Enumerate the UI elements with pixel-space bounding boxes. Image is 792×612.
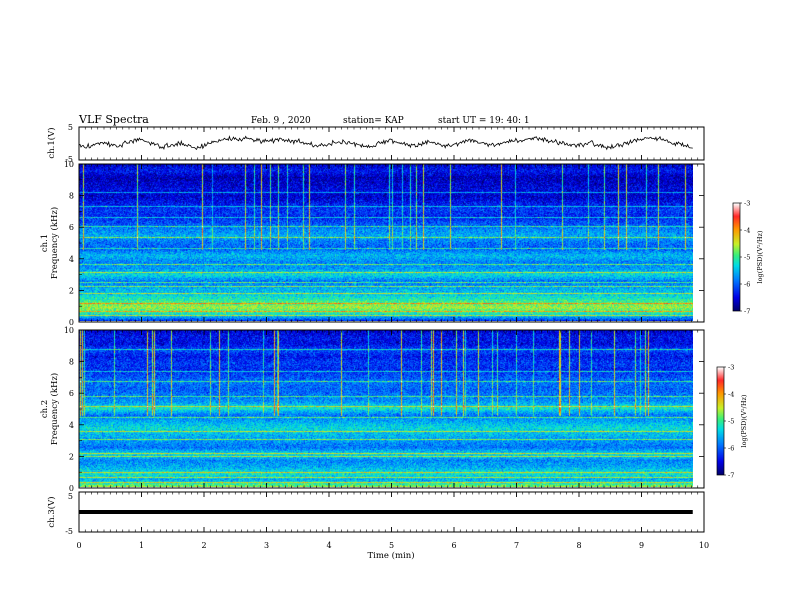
ch1-voltage-trace: [78, 135, 693, 151]
ch1-colorbar-ticks: -3 -4 -5 -6 -7: [740, 200, 750, 316]
ch1-colorbar-ticklabel: -5: [744, 254, 750, 262]
time-tick-label: 2: [201, 541, 206, 550]
time-tick-label: 5: [389, 541, 394, 550]
ch1-spectrogram-yticks: 0 2 4 6 8 10: [64, 160, 704, 327]
ch2-colorbar-label: log(PSD)(V²/Hz): [740, 394, 748, 447]
ch1-spectrogram-image: [79, 164, 693, 321]
ch2-colorbar-image: [717, 367, 724, 475]
ch1-frequency-ylabel: Frequency (kHz): [49, 207, 60, 279]
ch1-colorbar-ticklabel: -3: [744, 200, 750, 208]
time-axis-ticklabels: 0 1 2 3 4 5 6 7 8 9 10: [76, 541, 709, 550]
ch2-ytick-label: 10: [64, 326, 74, 335]
ch2-ytick-label: 8: [69, 358, 74, 367]
time-tick-label: 0: [76, 541, 81, 550]
ch1-channel-label: ch.1: [40, 234, 50, 252]
ch1-voltage-ylabel: ch.1(V): [46, 127, 57, 158]
ch2-colorbar-ticklabel: -5: [728, 418, 734, 426]
ch3-ytick-bottom: -5: [65, 527, 73, 536]
ch1-colorbar-image: [733, 203, 740, 311]
ch2-channel-label: ch.2: [40, 400, 50, 418]
ch1-ytick-label: 2: [69, 286, 74, 295]
ch1-colorbar-ticklabel: -7: [744, 308, 750, 316]
ch2-spectrogram-panel: 0 2 4 6 8 10 ch.2 Frequency (kHz): [40, 326, 705, 493]
ch1-colorbar-label: log(PSD)(V²/Hz): [756, 230, 764, 283]
ch3-ytick-top: 5: [68, 492, 73, 501]
ch2-colorbar: -3 -4 -5 -6 -7 log(PSD)(V²/Hz): [716, 364, 748, 480]
ch1-spectrogram-panel: 0 2 4 6 8 10 ch.1 Frequency (kHz): [40, 160, 705, 327]
station-label: station= KAP: [343, 116, 404, 126]
ch2-colorbar-ticklabel: -6: [728, 445, 734, 453]
ch3-voltage-ylabel: ch.3(V): [46, 496, 57, 527]
ch2-ytick-label: 2: [69, 452, 74, 461]
ch2-colorbar-ticks: -3 -4 -5 -6 -7: [724, 364, 734, 480]
time-axis-ticks: [78, 127, 705, 532]
time-axis-label: Time (min): [367, 550, 414, 561]
ch1-ytick-label: 6: [69, 223, 74, 232]
ch2-ytick-label: 4: [69, 421, 74, 430]
ch2-colorbar-ticklabel: -3: [728, 364, 734, 372]
ch3-voltage-panel: 5 -5 ch.3(V): [46, 491, 705, 536]
ch1-ytick-label: 10: [64, 160, 74, 169]
start-time-label: start UT = 19: 40: 1: [438, 116, 530, 126]
time-tick-label: 8: [576, 541, 581, 550]
time-tick-label: 7: [514, 541, 519, 550]
ch2-frequency-ylabel: Frequency (kHz): [49, 373, 60, 445]
ch2-spectrogram-image: [79, 330, 693, 487]
time-tick-label: 4: [326, 541, 331, 550]
ch2-ytick-label: 6: [69, 389, 74, 398]
ch1-colorbar-ticklabel: -6: [744, 281, 750, 289]
ch1-voltage-panel: 5 -5 ch.1(V): [46, 123, 705, 164]
ch1-ytick-top: 5: [68, 123, 73, 132]
time-tick-label: 3: [264, 541, 269, 550]
ch1-voltage-line: [78, 135, 693, 151]
figure-title: VLF Spectra: [78, 113, 149, 126]
time-tick-label: 6: [451, 541, 456, 550]
ch1-colorbar: -3 -4 -5 -6 -7 log(PSD)(V²/Hz): [732, 200, 764, 316]
time-tick-label: 10: [699, 541, 709, 550]
time-tick-label: 1: [139, 541, 144, 550]
date-label: Feb. 9 , 2020: [251, 116, 311, 126]
ch1-ytick-bottom: -5: [65, 155, 73, 164]
ch1-ytick-label: 8: [69, 192, 74, 201]
ch1-ytick-label: 4: [69, 255, 74, 264]
ch2-ytick-label: 0: [69, 484, 74, 493]
ch1-ytick-label: 0: [69, 318, 74, 327]
ch1-colorbar-ticklabel: -4: [744, 227, 750, 235]
ch2-colorbar-ticklabel: -7: [728, 472, 734, 480]
time-tick-label: 9: [639, 541, 644, 550]
ch2-colorbar-ticklabel: -4: [728, 391, 734, 399]
ch2-spectrogram-yticks: 0 2 4 6 8 10: [64, 326, 704, 493]
